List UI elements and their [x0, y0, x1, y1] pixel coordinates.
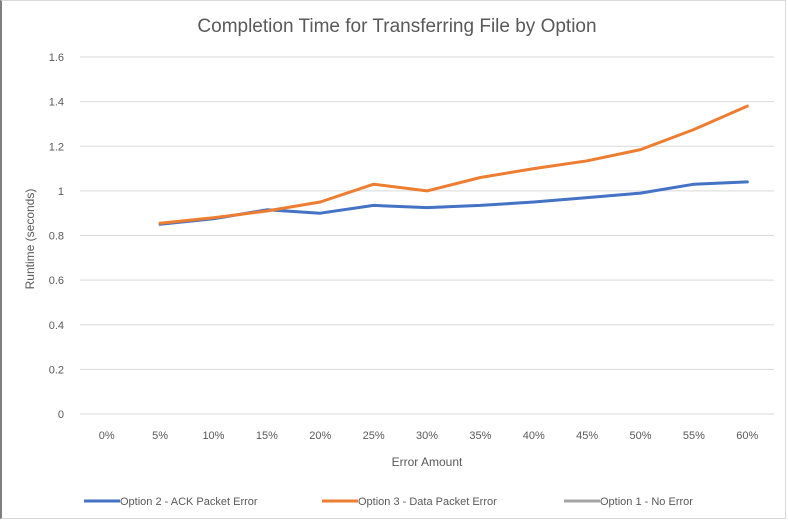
series-line-option-3-data-packet-error: [158, 104, 749, 225]
legend: Option 2 - ACK Packet Error Option 3 - Da…: [84, 496, 693, 508]
y-tick-label: 0.4: [49, 320, 64, 332]
x-tick-label: 50%: [630, 430, 652, 442]
y-axis-ticks: 0 0.2 0.4 0.6 0.8 1 1.2 1.4 1.6: [49, 52, 64, 421]
y-tick-label: 0.2: [49, 364, 64, 376]
x-tick-label: 35%: [469, 430, 491, 442]
x-tick-label: 15%: [256, 430, 278, 442]
y-tick-label: 1.6: [49, 52, 64, 64]
y-tick-label: 0: [58, 409, 64, 421]
x-axis-label: Error Amount: [392, 455, 463, 469]
x-axis-ticks: 0% 5% 10% 15% 20% 25% 30% 35% 40% 45% 50% 55% 60%: [99, 430, 759, 442]
x-tick-label: 45%: [576, 430, 598, 442]
legend-label: Option 1 - No Error: [600, 496, 693, 508]
x-tick-label: 20%: [309, 430, 331, 442]
legend-label: Option 3 - Data Packet Error: [358, 496, 497, 508]
legend-item: Option 2 - ACK Packet Error: [84, 496, 258, 508]
x-tick-label: 25%: [363, 430, 385, 442]
y-tick-label: 1.2: [49, 141, 64, 153]
y-tick-label: 0.8: [49, 231, 64, 243]
gridlines: [80, 56, 774, 415]
x-tick-label: 5%: [152, 430, 168, 442]
legend-label: Option 2 - ACK Packet Error: [120, 496, 258, 508]
x-tick-label: 40%: [523, 430, 545, 442]
x-tick-label: 55%: [683, 430, 705, 442]
x-tick-label: 10%: [202, 430, 224, 442]
x-tick-label: 60%: [736, 430, 758, 442]
y-tick-label: 1.4: [49, 97, 64, 109]
y-tick-label: 1: [58, 186, 64, 198]
legend-item: Option 3 - Data Packet Error: [322, 496, 497, 508]
series-line-option-2-ack-packet-error: [158, 180, 749, 226]
chart-title: Completion Time for Transferring File by…: [197, 16, 596, 37]
x-tick-label: 30%: [416, 430, 438, 442]
y-axis-label: Runtime (seconds): [23, 189, 37, 290]
series-lines: [158, 104, 749, 226]
legend-item: Option 1 - No Error: [564, 496, 693, 508]
y-tick-label: 0.6: [49, 275, 64, 287]
x-tick-label: 0%: [99, 430, 115, 442]
